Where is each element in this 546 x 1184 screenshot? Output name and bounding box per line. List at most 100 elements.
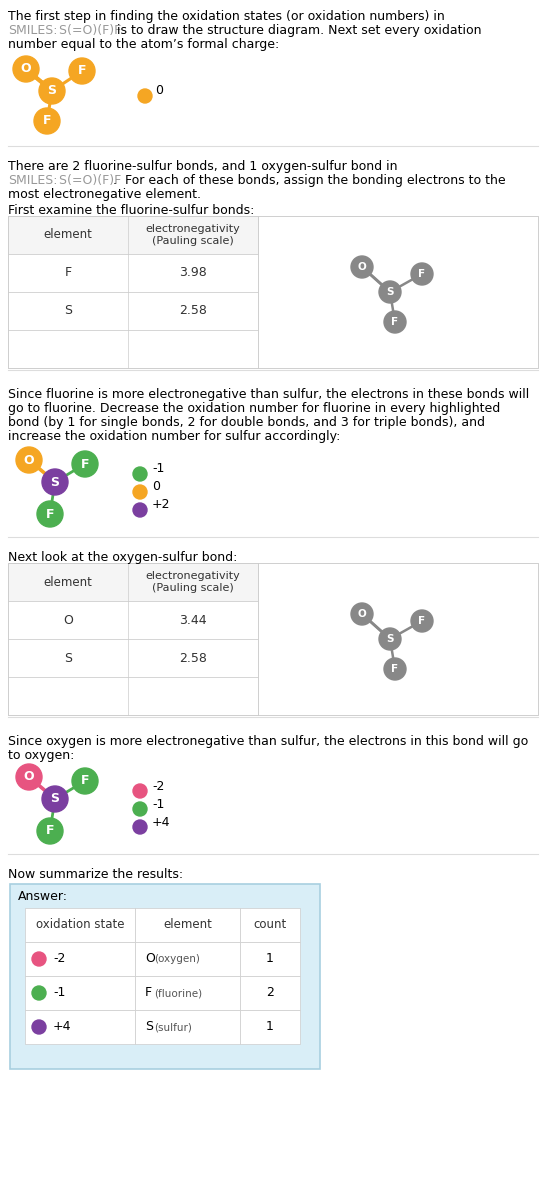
Text: to oxygen:: to oxygen: [8,749,74,762]
Text: O: O [23,771,34,784]
Circle shape [72,451,98,477]
Text: S: S [48,84,56,97]
Bar [8,255,258,292]
Text: -1: -1 [53,986,66,999]
Text: electronegativity
(Pauling scale): electronegativity (Pauling scale) [146,571,240,593]
Bar [8,564,538,715]
Circle shape [138,89,152,103]
Text: count: count [253,919,287,932]
Circle shape [72,768,98,794]
Circle shape [13,56,39,82]
Text: F: F [64,266,72,279]
Bar [8,639,258,677]
Bar [25,908,135,942]
Circle shape [351,603,373,625]
Circle shape [411,263,433,285]
Circle shape [133,802,147,816]
Text: -2: -2 [53,952,66,965]
Bar [240,942,300,976]
Circle shape [384,658,406,680]
Text: S: S [145,1021,153,1034]
Text: S: S [64,304,72,317]
Bar [135,908,240,942]
Circle shape [32,1019,46,1034]
Circle shape [379,281,401,303]
Text: F: F [391,317,399,327]
Text: S: S [50,476,60,489]
Bar [8,677,258,715]
Text: S: S [386,287,394,297]
Text: S: S [386,633,394,644]
Text: F: F [418,269,425,279]
Circle shape [37,501,63,527]
Text: F: F [391,664,399,674]
Circle shape [34,108,60,134]
Text: 3.44: 3.44 [179,613,207,626]
Circle shape [133,503,147,517]
Bar [25,942,135,976]
Text: O: O [63,613,73,626]
Text: There are 2 fluorine-sulfur bonds, and 1 oxygen-sulfur bond in: There are 2 fluorine-sulfur bonds, and 1… [8,160,397,173]
Circle shape [351,256,373,278]
Bar [135,1010,240,1044]
Bar [135,976,240,1010]
Text: element: element [163,919,212,932]
Bar [25,1010,135,1044]
Text: O: O [358,609,366,619]
Bar [8,215,538,368]
Circle shape [379,628,401,650]
Bar [8,564,538,715]
Text: SMILES:: SMILES: [8,174,57,187]
Text: F: F [81,457,89,470]
Circle shape [39,78,65,104]
Text: F: F [46,824,54,837]
Circle shape [42,786,68,812]
Bar [8,292,258,330]
Text: O: O [23,453,34,466]
Text: -2: -2 [152,779,164,792]
Text: (fluorine): (fluorine) [154,987,202,998]
Text: +2: +2 [152,498,170,511]
Text: element: element [44,229,92,242]
Text: O: O [145,952,155,965]
Circle shape [133,784,147,798]
Text: Next look at the oxygen-sulfur bond:: Next look at the oxygen-sulfur bond: [8,551,238,564]
Text: S: S [64,651,72,664]
Text: SMILES:: SMILES: [8,24,57,37]
Text: F: F [81,774,89,787]
Text: S(=O)(F)F: S(=O)(F)F [55,174,121,187]
Text: 2.58: 2.58 [179,651,207,664]
Text: S(=O)(F)F: S(=O)(F)F [55,24,121,37]
Text: element: element [44,575,92,588]
Text: F: F [46,508,54,521]
Text: -1: -1 [152,463,164,476]
Bar [240,908,300,942]
Circle shape [133,485,147,498]
Text: +4: +4 [53,1021,72,1034]
Text: Answer:: Answer: [18,890,68,903]
Text: 3.98: 3.98 [179,266,207,279]
Text: Since oxygen is more electronegative than sulfur, the electrons in this bond wil: Since oxygen is more electronegative tha… [8,735,528,748]
Circle shape [69,58,95,84]
Text: F: F [145,986,152,999]
Text: 1: 1 [266,952,274,965]
Circle shape [16,448,42,472]
Text: First examine the fluorine-sulfur bonds:: First examine the fluorine-sulfur bonds: [8,204,254,217]
Text: (oxygen): (oxygen) [154,954,200,964]
Text: electronegativity
(Pauling scale): electronegativity (Pauling scale) [146,224,240,246]
Text: (sulfur): (sulfur) [154,1022,192,1032]
Text: 1: 1 [266,1021,274,1034]
Text: O: O [358,262,366,272]
Text: 2.58: 2.58 [179,304,207,317]
Text: Since fluorine is more electronegative than sulfur, the electrons in these bonds: Since fluorine is more electronegative t… [8,388,529,401]
Text: The first step in finding the oxidation states (or oxidation numbers) in: The first step in finding the oxidation … [8,9,445,22]
Bar [8,564,258,601]
Circle shape [42,469,68,495]
Bar [25,976,135,1010]
Text: 2: 2 [266,986,274,999]
Text: F: F [43,115,51,128]
Bar [135,942,240,976]
Circle shape [37,818,63,844]
Text: -1: -1 [152,798,164,811]
Text: number equal to the atom’s formal charge:: number equal to the atom’s formal charge… [8,38,279,51]
